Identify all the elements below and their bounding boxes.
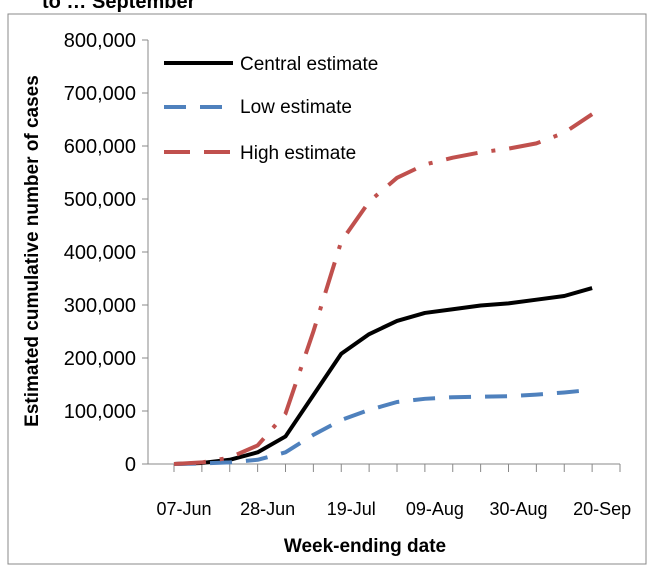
x-tick-label: 19-Jul — [327, 499, 376, 519]
x-axis-title: Week-ending date — [284, 536, 446, 557]
y-tick-label: 0 — [125, 454, 136, 476]
y-tick-label: 100,000 — [64, 401, 136, 423]
y-tick-label: 600,000 — [64, 136, 136, 158]
legend: Central estimate Low estimate High estim… — [164, 54, 378, 164]
x-tick-label: 20-Sep — [573, 499, 631, 519]
x-tick-label: 28-Jun — [240, 499, 295, 519]
y-axis-title: Estimated cumulative number of cases — [22, 75, 43, 427]
legend-label-low: Low estimate — [240, 97, 352, 118]
y-tick-labels: 0 100,000 200,000 300,000 400,000 500,000 600,… — [64, 30, 136, 476]
x-tick-label: 30-Aug — [489, 499, 547, 519]
y-tick-label: 200,000 — [64, 348, 136, 370]
y-tick-label: 500,000 — [64, 189, 136, 211]
legend-label-central: Central estimate — [240, 54, 378, 75]
y-tick-label: 400,000 — [64, 242, 136, 264]
chart-title-fragment: to … September — [42, 0, 196, 13]
legend-label-high: High estimate — [240, 143, 356, 164]
y-tick-label: 700,000 — [64, 83, 136, 105]
x-tick-label: 07-Jun — [156, 499, 211, 519]
y-tick-label: 800,000 — [64, 30, 136, 52]
series-line-high-estimate — [173, 112, 594, 466]
y-tick-label: 300,000 — [64, 295, 136, 317]
x-tick-labels: 07-Jun 28-Jun 19-Jul 09-Aug 30-Aug 20-Sep — [156, 499, 631, 519]
chart-area-border — [7, 13, 647, 565]
series-line-low-estimate — [173, 387, 593, 466]
series-line-central-estimate — [173, 286, 593, 466]
x-tick-label: 09-Aug — [406, 499, 464, 519]
series-layer — [173, 112, 594, 466]
